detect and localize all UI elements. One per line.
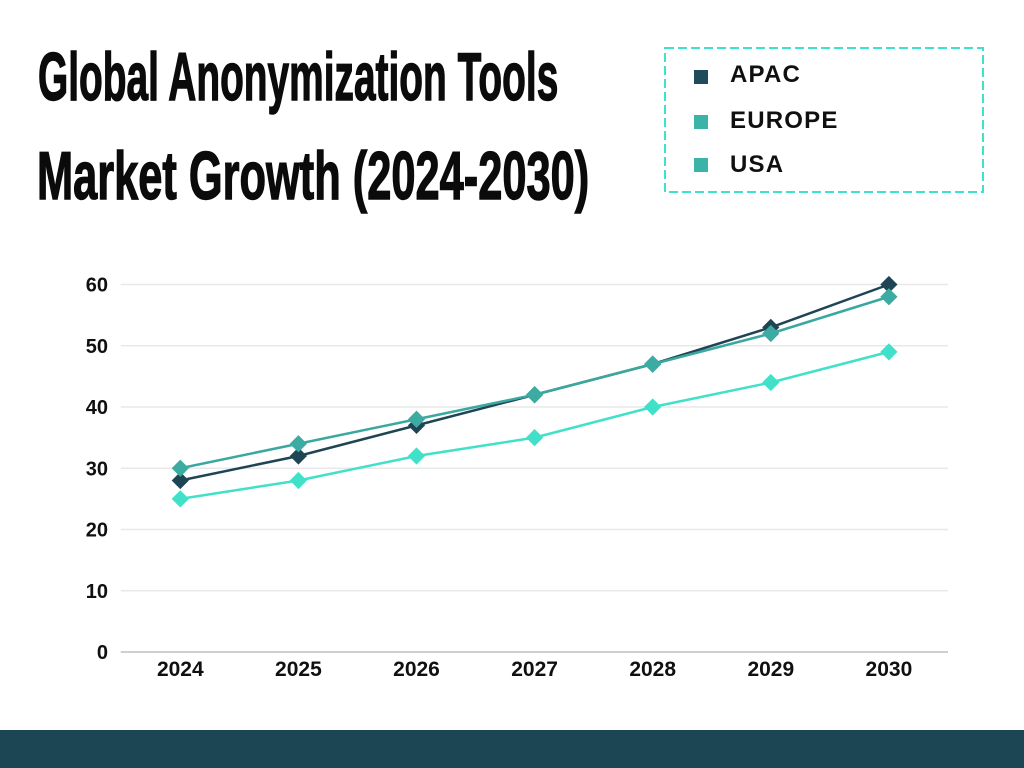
svg-text:2026: 2026 xyxy=(393,658,440,681)
svg-text:2030: 2030 xyxy=(866,658,913,681)
svg-text:10: 10 xyxy=(86,581,108,603)
svg-text:2024: 2024 xyxy=(157,658,204,681)
svg-text:2027: 2027 xyxy=(511,658,558,681)
svg-text:40: 40 xyxy=(86,397,108,419)
svg-text:20: 20 xyxy=(86,520,108,542)
svg-text:2025: 2025 xyxy=(275,658,322,681)
svg-text:30: 30 xyxy=(86,458,108,480)
svg-text:60: 60 xyxy=(86,275,108,297)
svg-text:0: 0 xyxy=(97,642,108,664)
svg-text:2029: 2029 xyxy=(747,658,794,681)
svg-text:2028: 2028 xyxy=(629,658,676,681)
svg-text:50: 50 xyxy=(86,336,108,358)
